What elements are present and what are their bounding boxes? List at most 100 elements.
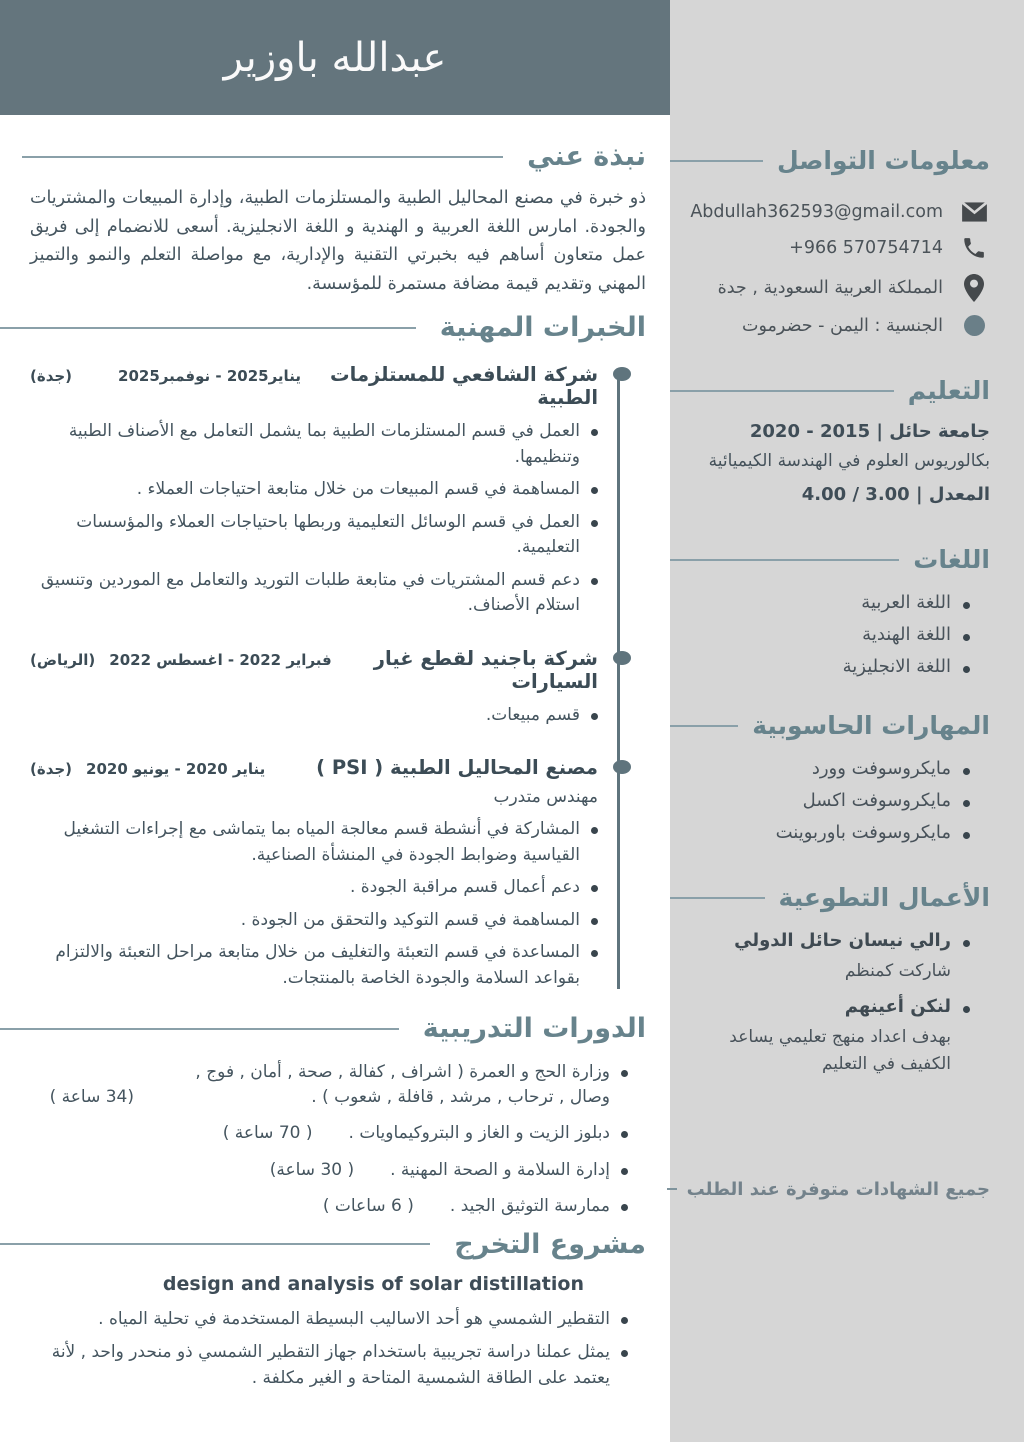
skill-item: مايكروسوفت باوربوينت: [696, 822, 970, 843]
bullet-dot: [621, 1350, 628, 1358]
title-rule: [0, 326, 416, 329]
title-rule: [670, 896, 765, 899]
job-bullet-text: دعم قسم المشتريات في متابعة طلبات التوري…: [40, 569, 580, 616]
contact-nationality-row: الجنسية : اليمن - حضرموت: [696, 315, 990, 336]
bullet-dot: [591, 519, 598, 527]
experience-timeline: شركة الشافعي للمستلزمات الطبية يناير2025…: [30, 363, 646, 991]
timeline-dot: [613, 367, 631, 382]
contact-phone: +966 570754714: [789, 238, 943, 258]
title-rule: [670, 159, 763, 162]
courses-title: الدورات التدريبية: [422, 1013, 646, 1045]
course-text: إدارة السلامة و الصحة المهنية .: [390, 1159, 610, 1180]
job-bullet-text: العمل في قسم المستلزمات الطبية بما يشمل …: [68, 421, 580, 467]
computer-skills-list: مايكروسوفت وورد مايكروسوفت اكسل مايكروسو…: [696, 758, 990, 843]
bullet-dot: [621, 1316, 628, 1324]
volunteer-list: رالي نيسان حائل الدولي شاركت كمنظم لنكن …: [696, 930, 990, 1079]
bullet-dot: [591, 487, 598, 495]
education-university: جامعة حائل | 2015 - 2020: [749, 421, 990, 442]
language-item: اللغة الانجليزية: [696, 656, 970, 677]
bullet-dot: [963, 1006, 970, 1014]
volunteer-item: لنكن أعينهم: [696, 996, 970, 1017]
bullet-dot: [963, 768, 970, 775]
job-period: يناير 2020 - يونيو 2020: [86, 760, 266, 779]
job-date: يناير 2020 - يونيو 2020 (جدة): [30, 760, 265, 778]
timeline-dot: [613, 650, 631, 665]
job-bullet: المساهمة في قسم المبيعات من خلال متابعة …: [30, 477, 598, 503]
skill-item: مايكروسوفت وورد: [696, 758, 970, 779]
job-header: شركة الشافعي للمستلزمات الطبية يناير2025…: [30, 363, 598, 409]
language-item: اللغة العربية: [696, 592, 970, 613]
volunteer-entry: رالي نيسان حائل الدولي شاركت كمنظم: [696, 930, 970, 985]
timeline-dot: [613, 760, 631, 775]
about-title: نبذة عني: [527, 141, 646, 172]
section-courses: الدورات التدريبية: [0, 1013, 646, 1045]
certificates-note: جميع الشهادات متوفرة عند الطلب: [666, 1179, 990, 1200]
language-label: اللغة الانجليزية: [842, 656, 951, 677]
bullet-dot: [621, 1167, 628, 1175]
title-rule: [0, 1243, 431, 1246]
course-hours: (34 ساعة ): [49, 1087, 134, 1108]
course-hours: ( 6 ساعات ): [322, 1195, 414, 1216]
certificates-note-text: جميع الشهادات متوفرة عند الطلب: [686, 1178, 990, 1200]
contact-title: معلومات التواصل: [776, 146, 990, 175]
bullet-dot: [591, 950, 598, 958]
job-header: شركة باجنيد لقطع غيار السيارات فبراير 20…: [30, 647, 598, 693]
job-company: مصنع المحاليل الطبية ( PSI ): [316, 756, 598, 780]
job-company: شركة باجنيد لقطع غيار السيارات: [373, 646, 598, 693]
computer-skills-title: المهارات الحاسوبية: [752, 711, 990, 740]
skill-label: مايكروسوفت باوربوينت: [775, 822, 951, 843]
project-bullet-text: يمثل عملنا دراسة تجريبية باستخدام جهاز ا…: [51, 1342, 610, 1388]
language-label: اللغة الهندية: [862, 624, 951, 645]
job-role: مهندس متدرب: [493, 787, 598, 808]
bullet-dot: [591, 712, 598, 720]
project-bullets: التقطير الشمسي هو أحد الاساليب البسيطة ا…: [30, 1307, 646, 1392]
education-title: التعليم: [907, 376, 990, 405]
job-date: فبراير 2022 - اغسطس 2022 (الرياض): [30, 651, 332, 669]
experience-title: الخبرات المهنية: [439, 312, 646, 344]
contact-phone-row: +966 570754714: [696, 235, 990, 261]
sidebar-section-contact: معلومات التواصل: [670, 146, 990, 175]
volunteer-entry: لنكن أعينهم بهدف اعداد منهج تعليمي يساعد…: [696, 996, 970, 1078]
sidebar-section-languages: اللغات: [670, 545, 990, 574]
job-bullet-text: المشاركة في أنشطة قسم معالجة المياه بما …: [63, 819, 580, 865]
contact-nationality: الجنسية : اليمن - حضرموت: [742, 315, 943, 336]
job-entry: شركة باجنيد لقطع غيار السيارات فبراير 20…: [30, 647, 631, 729]
job-bullet-text: دعم أعمال قسم مراقبة الجودة .: [350, 877, 580, 898]
bullet-dot: [591, 827, 598, 835]
about-text: ذو خبرة في مصنع المحاليل الطبية والمستلز…: [30, 188, 646, 294]
volunteer-title: الأعمال التطوعية: [778, 883, 990, 912]
contact-email-row: Abdullah362593@gmail.com: [690, 201, 990, 223]
job-bullet: المشاركة في أنشطة قسم معالجة المياه بما …: [30, 817, 598, 868]
language-item: اللغة الهندية: [696, 624, 970, 645]
title-rule: [0, 1027, 399, 1030]
volunteer-desc: بهدف اعداد منهج تعليمي يساعد الكفيف في ا…: [729, 1027, 951, 1075]
sidebar-section-education: التعليم: [670, 376, 990, 405]
title-rule: [22, 155, 504, 158]
job-location: (جدة): [30, 760, 73, 779]
job-bullet: دعم أعمال قسم مراقبة الجودة .: [30, 875, 598, 901]
courses-list: وزارة الحج و العمرة ( اشراف , كفالة , صح…: [30, 1060, 646, 1219]
volunteer-desc: شاركت كمنظم: [844, 961, 951, 981]
job-bullets: العمل في قسم المستلزمات الطبية بما يشمل …: [30, 419, 598, 619]
job-header: مصنع المحاليل الطبية ( PSI ) يناير 2020 …: [30, 756, 598, 779]
phone-icon: [958, 235, 990, 261]
job-period: يناير2025 - نوفمبر2025: [118, 367, 301, 386]
title-rule: [670, 558, 900, 561]
bullet-dot: [963, 800, 970, 807]
job-period: فبراير 2022 - اغسطس 2022: [109, 650, 332, 669]
bullet-dot: [963, 666, 970, 673]
job-bullet: قسم مبيعات.: [30, 703, 598, 729]
sidebar-section-computer-skills: المهارات الحاسوبية: [670, 711, 990, 740]
title-rule: [670, 724, 739, 727]
bullet-dot: [591, 885, 598, 893]
course-item: إدارة السلامة و الصحة المهنية . ( 30 ساع…: [30, 1158, 628, 1183]
skill-label: مايكروسوفت وورد: [811, 758, 951, 779]
course-hours: ( 70 ساعة ): [222, 1123, 313, 1144]
job-date: يناير2025 - نوفمبر2025 (جدة): [30, 367, 301, 385]
job-bullet-text: المساعدة في قسم التعبئة والتغليف من خلال…: [55, 942, 580, 988]
job-location: (جدة): [30, 367, 73, 386]
course-item: ممارسة التوثيق الجيد . ( 6 ساعات ): [30, 1194, 628, 1219]
project-bullet-text: التقطير الشمسي هو أحد الاساليب البسيطة ا…: [98, 1308, 610, 1329]
bullet-dot: [621, 1131, 628, 1139]
